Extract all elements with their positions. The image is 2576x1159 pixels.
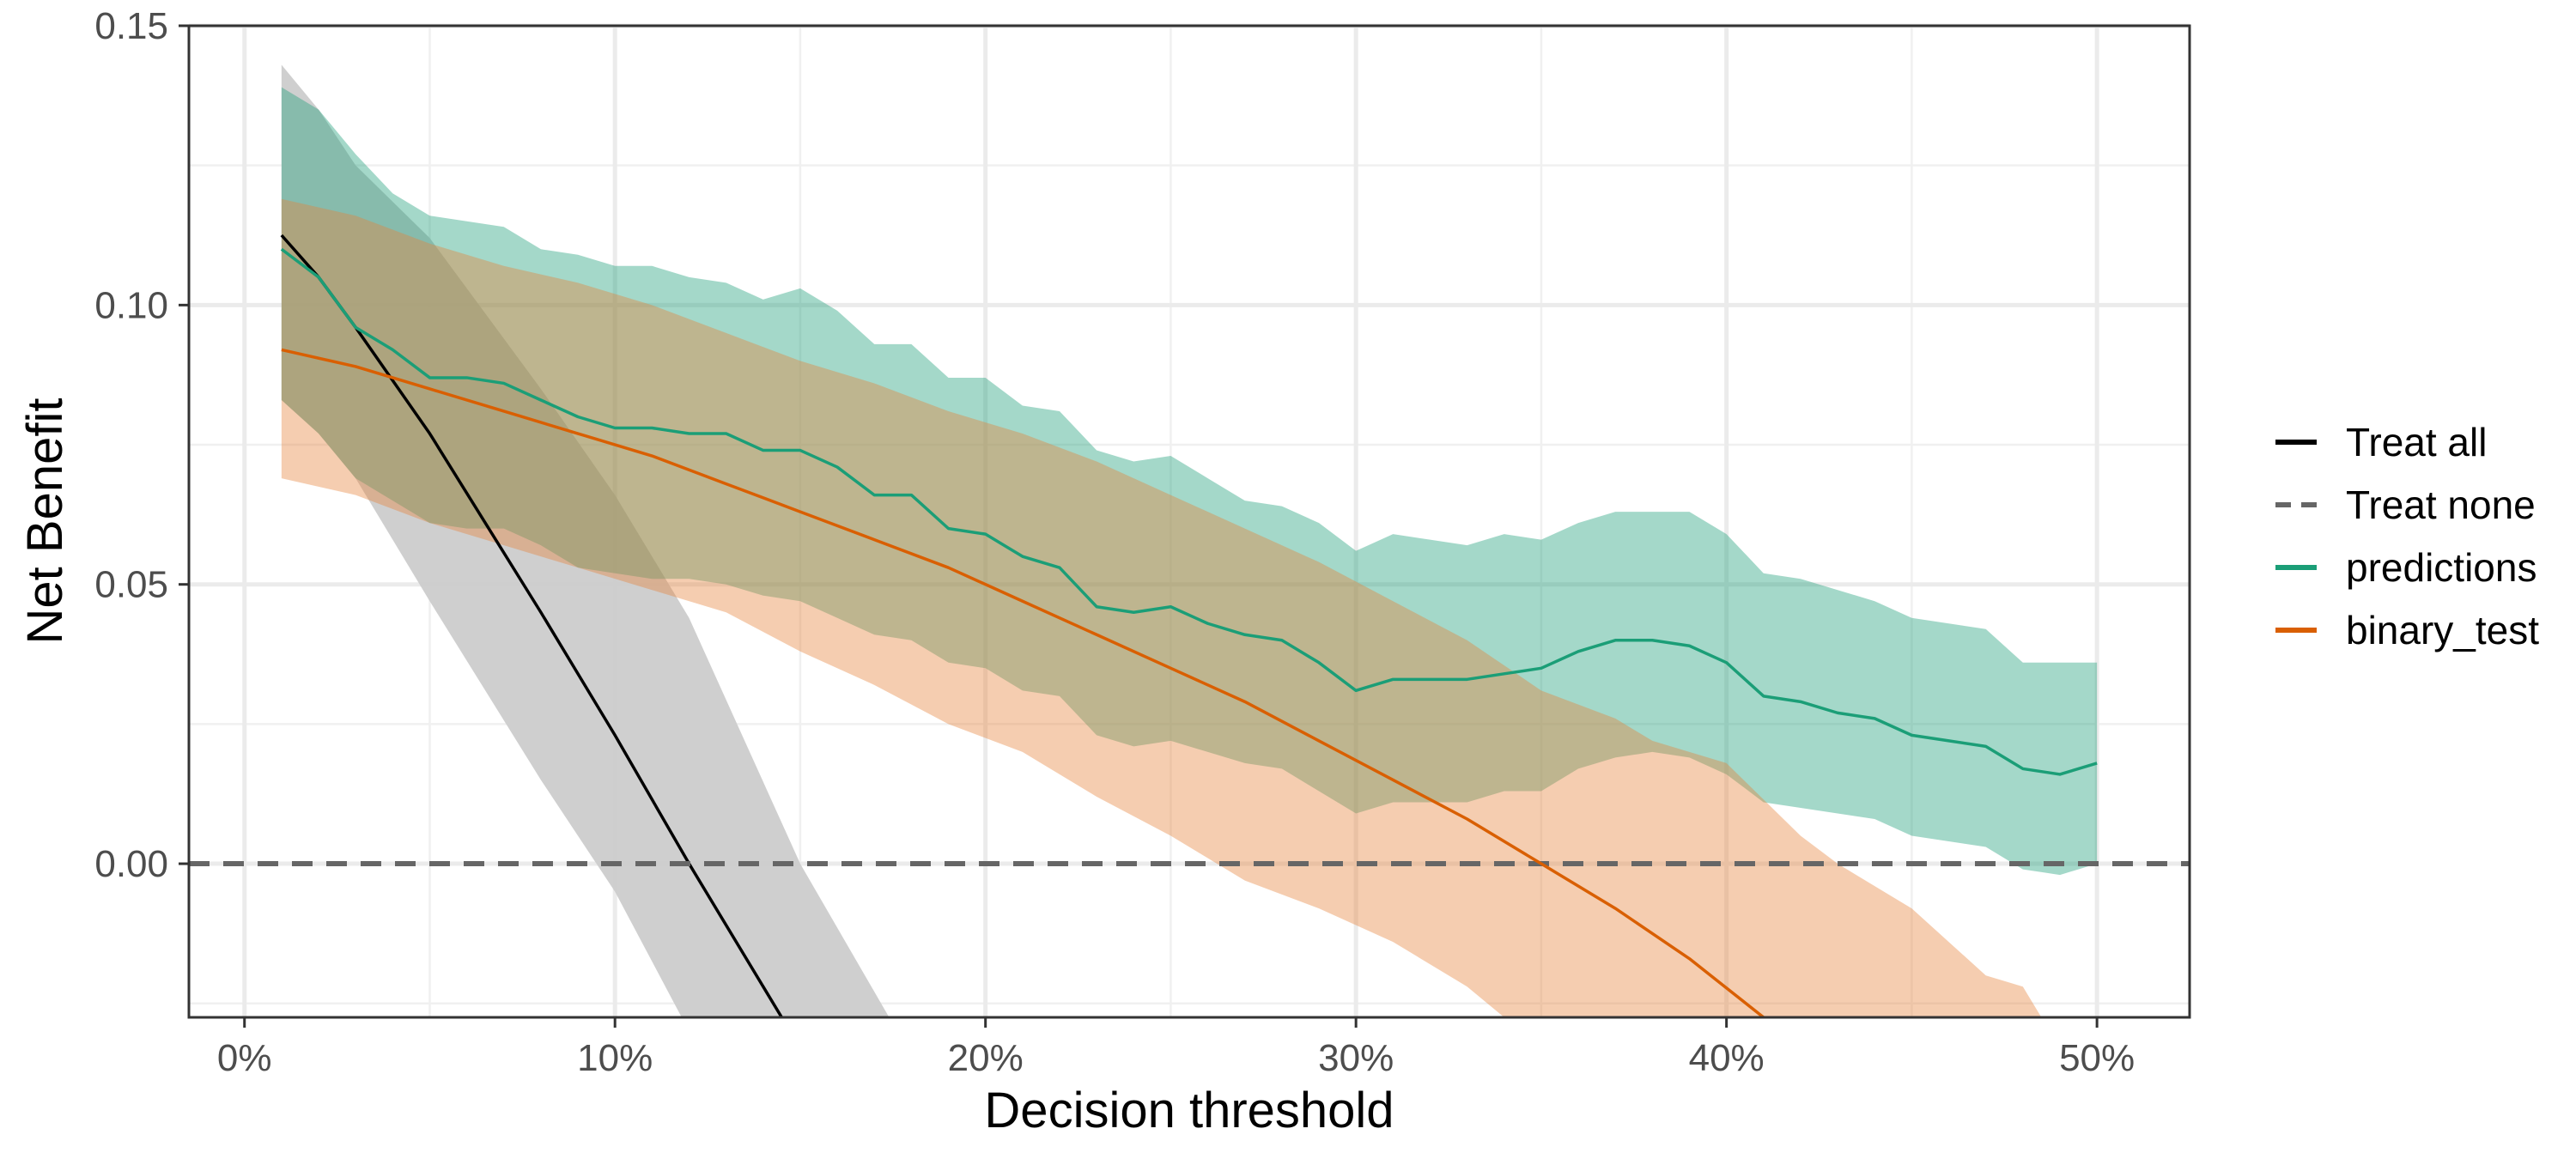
- legend-item-predictions: predictions: [2275, 545, 2537, 590]
- x-tick-label: 20%: [948, 1037, 1024, 1079]
- band-treat-all: [281, 64, 890, 1017]
- y-tick-label: 0.10: [94, 284, 168, 326]
- x-axis-ticks: 0% 10% 20% 30% 40% 50%: [217, 1017, 2135, 1079]
- y-tick-label: 0.05: [94, 564, 168, 606]
- y-axis-title: Net Benefit: [17, 398, 73, 645]
- legend-item-treat-all: Treat all: [2275, 420, 2487, 464]
- x-tick-label: 40%: [1689, 1037, 1765, 1079]
- legend-item-binary-test: binary_test: [2275, 608, 2539, 652]
- plot-border: [187, 24, 2191, 1019]
- x-tick-label: 0%: [217, 1037, 272, 1079]
- legend-label: Treat all: [2346, 420, 2487, 464]
- y-axis-ticks: 0.00 0.05 0.10 0.15: [94, 5, 189, 885]
- x-tick-label: 10%: [577, 1037, 653, 1079]
- y-tick-label: 0.00: [94, 843, 168, 885]
- x-tick-label: 50%: [2059, 1037, 2135, 1079]
- x-tick-label: 30%: [1318, 1037, 1394, 1079]
- line-predictions: [280, 247, 2098, 776]
- y-tick-label: 0.15: [94, 5, 168, 47]
- legend-item-treat-none: Treat none: [2275, 482, 2536, 527]
- legend-label: predictions: [2346, 545, 2537, 590]
- legend-label: Treat none: [2346, 482, 2536, 527]
- legend-label: binary_test: [2346, 608, 2539, 652]
- x-axis-title: Decision threshold: [984, 1083, 1394, 1138]
- legend: Treat all Treat none predictions binary_tes…: [2275, 420, 2539, 652]
- band-predictions: [281, 87, 2098, 876]
- series-lines: [189, 234, 2190, 1017]
- line-binary-test: [281, 348, 1765, 1017]
